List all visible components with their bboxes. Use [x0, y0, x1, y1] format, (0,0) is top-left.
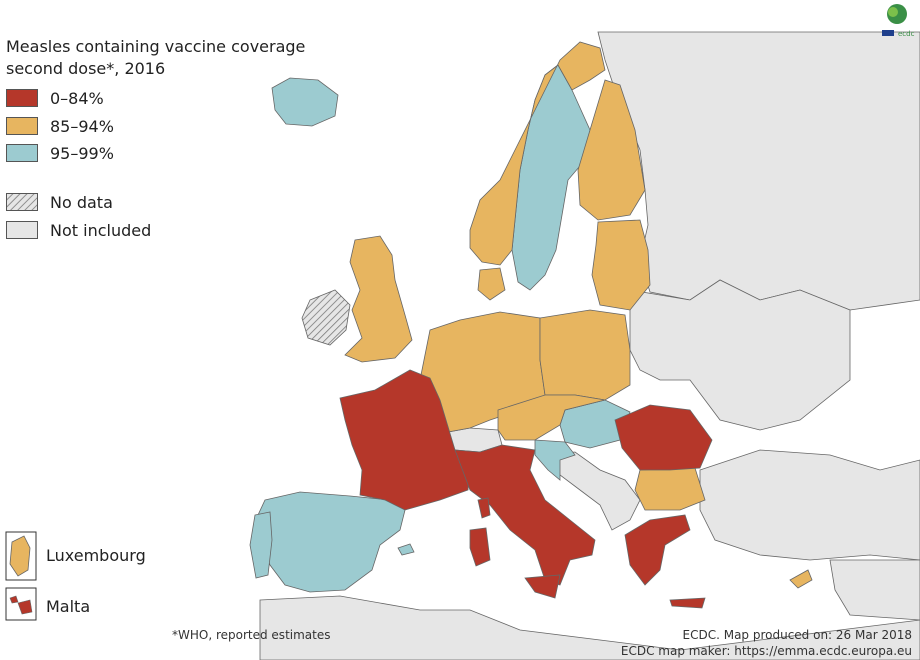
legend-item-85-94: 85–94%	[6, 116, 114, 136]
baleares	[397, 543, 415, 556]
turkey-caucasus	[699, 449, 920, 561]
inset-label-luxembourg: Luxembourg	[46, 546, 146, 565]
france	[339, 369, 471, 511]
sardinia	[469, 527, 491, 567]
greece	[624, 514, 691, 586]
corsica	[477, 497, 491, 519]
sicily	[524, 574, 561, 599]
legend-title: Measles containing vaccine coverage seco…	[6, 36, 306, 80]
legend-title-line1: Measles containing vaccine coverage	[6, 37, 306, 56]
legend-label: 85–94%	[50, 116, 114, 136]
portugal	[249, 511, 273, 579]
italy	[454, 444, 596, 586]
legend-label: Not included	[50, 220, 152, 240]
hungary	[559, 399, 631, 449]
middle-east	[829, 559, 920, 621]
legend-item-95-99: 95–99%	[6, 143, 114, 163]
legend-swatch-grey	[6, 221, 38, 239]
belarus-ukraine	[629, 279, 851, 431]
denmark	[477, 267, 506, 301]
inset-malta-map	[5, 587, 37, 621]
legend-swatch-orange	[6, 117, 38, 135]
not-included-regions	[259, 31, 920, 660]
ecdc-logo: ecdc	[882, 4, 915, 38]
credit-line2: ECDC map maker: https://emma.ecdc.europa…	[620, 644, 912, 658]
inset-label-malta: Malta	[46, 597, 91, 616]
legend-label: 95–99%	[50, 143, 114, 163]
iceland	[271, 77, 339, 127]
norway	[469, 41, 606, 266]
coverage-85-94	[344, 41, 813, 589]
cyprus	[789, 569, 813, 589]
legend-label: 0–84%	[50, 88, 104, 108]
west-balkans	[544, 451, 641, 531]
legend-title-line2: second dose*, 2016	[6, 59, 166, 78]
coverage-95-99	[249, 64, 631, 593]
estonia-latvia-lithuania	[591, 219, 651, 311]
spain	[257, 491, 406, 593]
poland	[539, 309, 631, 401]
crete	[669, 597, 706, 609]
finland	[577, 79, 646, 221]
legend-item-no-data: No data	[6, 192, 113, 212]
legend-swatch-red	[6, 89, 38, 107]
croatia-slovenia	[534, 439, 576, 481]
legend-item-0-84: 0–84%	[6, 88, 104, 108]
romania	[614, 404, 713, 471]
legend-swatch-hatch	[6, 193, 38, 211]
legend-swatch-blue	[6, 144, 38, 162]
legend-item-not-included: Not included	[6, 220, 151, 240]
uk	[344, 235, 413, 363]
credit-line1: ECDC. Map produced on: 26 Mar 2018	[682, 628, 913, 642]
legend-label: No data	[50, 192, 113, 212]
ireland	[301, 289, 351, 346]
logo-text: ecdc	[898, 30, 915, 38]
north-africa	[259, 595, 920, 660]
footnote: *WHO, reported estimates	[172, 628, 331, 642]
czech-austria-slovakia	[497, 394, 606, 441]
bulgaria	[634, 467, 706, 511]
inset-luxembourg-map	[5, 531, 37, 581]
coverage-0-84	[339, 369, 713, 609]
